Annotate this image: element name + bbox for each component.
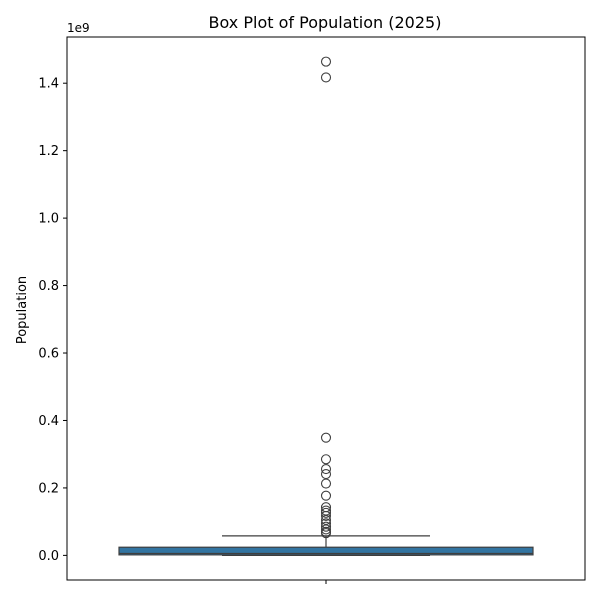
outlier-point: [320, 507, 332, 518]
y-axis-offset-label: 1e9: [67, 21, 90, 35]
plot-area: [118, 56, 534, 556]
outlier-point: [320, 72, 332, 83]
y-axis-ticks: 0.0 0.2 0.4 0.6 0.8 1.0 1.2 1.4: [38, 77, 67, 564]
y-tick-label: 1.0: [38, 212, 59, 227]
outlier-point: [320, 528, 332, 539]
outlier-point: [320, 56, 332, 67]
box-iqr: [118, 546, 534, 556]
outlier-point: [320, 478, 332, 489]
y-axis-label: Population: [15, 276, 30, 344]
outlier-point: [320, 432, 332, 443]
outlier-point: [320, 510, 332, 521]
outlier-point: [320, 490, 332, 501]
outlier-point: [320, 469, 332, 480]
y-tick-label: 0.0: [38, 549, 59, 564]
y-tick-label: 1.2: [38, 144, 59, 159]
outlier-point: [320, 521, 332, 532]
outlier-point: [320, 454, 332, 465]
y-tick-label: 0.4: [38, 414, 59, 429]
y-tick-label: 1.4: [38, 77, 59, 92]
y-tick-label: 0.2: [38, 481, 59, 496]
outlier-point: [320, 518, 332, 529]
y-tick-label: 0.6: [38, 347, 59, 362]
outlier-point: [320, 524, 332, 535]
outlier-point: [320, 463, 332, 475]
chart-title: Box Plot of Population (2025): [209, 13, 442, 32]
y-tick-label: 0.8: [38, 279, 59, 294]
plot-frame: [66, 36, 586, 581]
